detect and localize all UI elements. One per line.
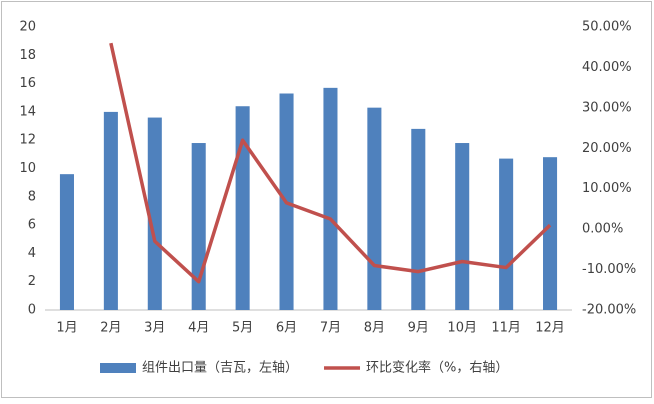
bar <box>103 111 118 311</box>
y2-tick-label: 20.00% <box>582 141 632 156</box>
y-tick-label: 16 <box>19 76 36 91</box>
bar <box>455 143 470 310</box>
bar <box>191 143 206 310</box>
x-tick-label: 6月 <box>276 321 297 336</box>
y-tick-label: 14 <box>19 104 36 119</box>
y2-tick-label: 30.00% <box>582 100 632 115</box>
x-tick-label: 5月 <box>232 321 253 336</box>
bar <box>411 128 426 310</box>
x-tick-label: 8月 <box>364 321 385 336</box>
y2-tick-label: 10.00% <box>582 181 632 196</box>
bar <box>543 157 558 310</box>
legend-label: 组件出口量（吉瓦，左轴） <box>142 361 298 376</box>
legend-swatch <box>100 363 136 373</box>
bar <box>235 106 250 311</box>
y-tick-label: 4 <box>28 246 36 261</box>
y-tick-label: 8 <box>28 189 36 204</box>
y-tick-label: 6 <box>28 218 36 233</box>
bar <box>323 87 338 310</box>
x-tick-label: 4月 <box>188 321 209 336</box>
y-tick-label: 20 <box>19 20 36 35</box>
x-tick-label: 3月 <box>144 321 165 336</box>
y2-tick-label: 50.00% <box>582 20 632 35</box>
bar <box>367 107 382 310</box>
y-tick-label: 18 <box>19 48 36 63</box>
bar <box>59 174 74 310</box>
x-tick-label: 2月 <box>100 321 121 336</box>
x-tick-label: 11月 <box>491 321 521 336</box>
x-tick-label: 10月 <box>447 321 477 336</box>
x-tick-label: 9月 <box>408 321 429 336</box>
x-tick-label: 12月 <box>535 321 565 336</box>
bar <box>499 158 514 310</box>
y2-tick-label: -20.00% <box>582 303 636 318</box>
x-tick-label: 1月 <box>56 321 77 336</box>
y-tick-label: 0 <box>28 303 36 318</box>
y2-tick-label: 0.00% <box>582 222 623 237</box>
line <box>109 42 552 284</box>
y2-tick-label: 40.00% <box>582 60 632 75</box>
y2-tick-label: -10.00% <box>582 262 636 277</box>
legend-label: 环比变化率（%，右轴） <box>366 360 508 376</box>
y-tick-label: 2 <box>28 274 36 289</box>
bar <box>147 117 162 310</box>
x-tick-label: 7月 <box>320 321 341 336</box>
y-tick-label: 10 <box>19 161 36 176</box>
y-tick-label: 12 <box>19 133 36 148</box>
